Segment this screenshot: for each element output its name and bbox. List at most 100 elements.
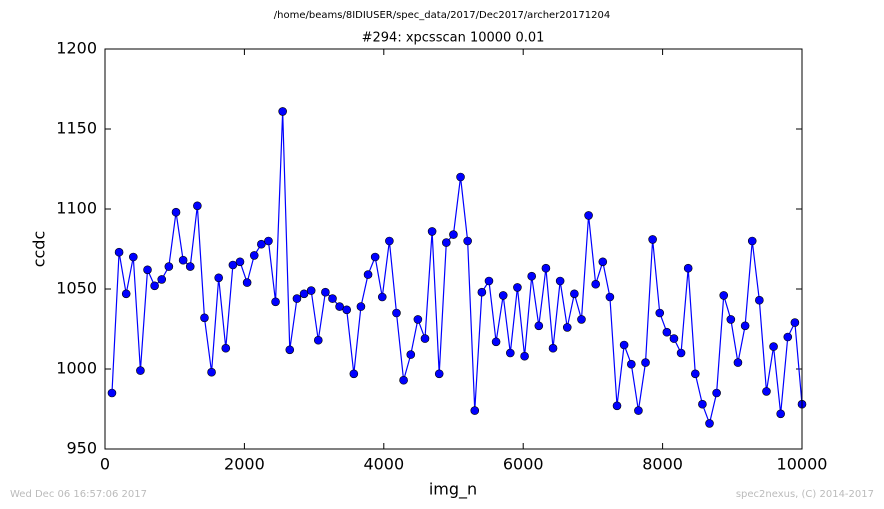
plot-frame xyxy=(104,48,803,450)
x-tick-label: 10000 xyxy=(777,455,828,474)
data-point xyxy=(193,201,202,211)
footer-left: Wed Dec 06 16:57:06 2017 xyxy=(10,489,147,500)
x-tick-label: 2000 xyxy=(224,455,265,474)
data-point xyxy=(328,294,337,303)
data-point xyxy=(399,375,408,385)
data-point xyxy=(769,342,778,351)
data-point xyxy=(690,369,700,379)
data-point xyxy=(655,308,665,318)
y-tick-label: 1050 xyxy=(56,279,97,298)
data-point xyxy=(755,295,764,305)
data-point xyxy=(377,292,387,302)
data-point xyxy=(555,276,565,286)
data-point xyxy=(662,327,672,337)
data-point xyxy=(313,335,323,345)
data-point xyxy=(705,419,714,428)
data-point xyxy=(292,294,302,303)
data-point xyxy=(420,334,430,343)
data-point xyxy=(164,262,174,271)
data-point xyxy=(143,265,152,275)
x-tick-label: 6000 xyxy=(503,455,544,474)
data-point xyxy=(342,305,352,315)
data-point xyxy=(598,257,608,267)
data-point xyxy=(477,287,487,297)
data-point xyxy=(285,345,295,355)
data-point xyxy=(392,308,401,318)
data-point xyxy=(299,289,309,299)
data-point xyxy=(406,350,416,359)
data-point xyxy=(249,251,259,260)
y-tick-label: 1200 xyxy=(56,39,97,58)
data-point xyxy=(463,236,472,246)
data-point xyxy=(235,257,245,267)
data-point xyxy=(733,358,743,367)
data-point xyxy=(520,351,529,361)
data-point xyxy=(534,321,544,331)
data-point xyxy=(185,262,195,271)
data-point xyxy=(114,247,124,257)
data-point xyxy=(541,263,551,273)
data-point xyxy=(349,369,359,379)
data-point xyxy=(207,367,216,377)
data-point xyxy=(456,172,465,182)
data-point xyxy=(214,273,223,283)
data-point xyxy=(363,270,373,279)
data-point xyxy=(449,230,458,239)
data-point xyxy=(634,406,643,415)
data-point xyxy=(278,107,287,116)
data-point xyxy=(257,239,266,249)
data-point xyxy=(683,263,693,273)
data-point xyxy=(577,315,586,324)
data-point xyxy=(356,302,366,311)
x-tick-label: 8000 xyxy=(642,455,683,474)
data-point xyxy=(726,315,736,324)
data-point xyxy=(470,406,480,415)
data-point xyxy=(719,291,729,300)
data-point xyxy=(627,359,636,369)
y-tick-label: 1100 xyxy=(56,199,97,218)
data-point xyxy=(434,369,444,379)
data-point xyxy=(498,291,508,300)
data-point xyxy=(370,252,380,262)
chart-subtitle: #294: xpcsscan 10000 0.01 xyxy=(362,31,545,46)
data-point xyxy=(527,271,537,281)
data-point xyxy=(228,260,238,270)
data-point xyxy=(427,227,437,236)
y-axis-label: ccdc xyxy=(30,231,49,268)
data-point xyxy=(669,334,679,343)
data-point xyxy=(200,313,209,323)
x-tick-label: 0 xyxy=(100,455,110,474)
data-point xyxy=(605,292,615,302)
data-point xyxy=(740,321,750,331)
data-point xyxy=(570,289,579,299)
data-point xyxy=(747,236,757,246)
data-point xyxy=(128,252,138,262)
chart-title: /home/beams/8IDIUSER/spec_data/2017/Dec2… xyxy=(274,10,610,21)
data-point xyxy=(790,318,800,327)
data-point xyxy=(385,236,394,246)
data-point xyxy=(619,340,629,350)
data-point xyxy=(513,283,522,292)
data-point xyxy=(335,302,344,311)
data-point xyxy=(648,235,657,244)
data-point xyxy=(506,348,515,358)
data-point xyxy=(783,332,793,342)
data-point xyxy=(150,281,159,291)
data-point xyxy=(484,276,494,286)
data-point xyxy=(591,279,600,289)
data-point xyxy=(321,287,330,297)
data-point xyxy=(107,388,117,398)
y-tick-label: 950 xyxy=(66,439,97,458)
data-point xyxy=(178,255,188,265)
data-point xyxy=(676,348,686,358)
data-point xyxy=(264,236,273,246)
data-line xyxy=(111,111,803,426)
data-point xyxy=(584,211,593,220)
data-point xyxy=(306,286,316,295)
data-point xyxy=(641,358,650,367)
data-point xyxy=(157,275,167,284)
data-point xyxy=(491,337,501,347)
y-tick-label: 1150 xyxy=(56,119,97,138)
data-point xyxy=(776,409,785,419)
